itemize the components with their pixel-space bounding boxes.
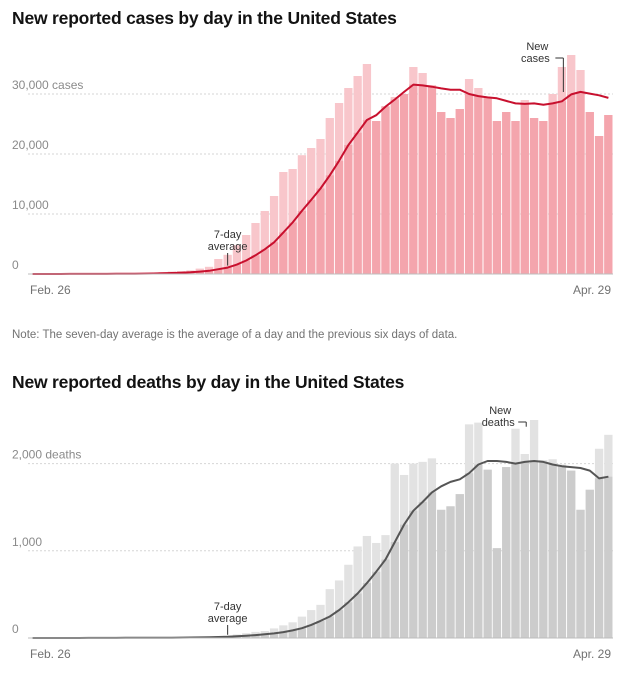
- deaths-bar: [409, 463, 418, 638]
- deaths-bar: [455, 494, 464, 638]
- cases-bar: [418, 73, 427, 274]
- deaths-new-annotation: deaths: [482, 417, 516, 429]
- deaths-bar: [437, 509, 446, 638]
- cases-bar: [529, 118, 539, 274]
- cases-chart: 0 10,000 20,000 30,000 cases Feb. 26 Apr. 29 7…: [12, 41, 613, 297]
- deaths-bar: [474, 422, 483, 638]
- deaths-bar: [362, 535, 372, 638]
- cases-bar: [372, 121, 381, 274]
- cases-bar: [260, 211, 269, 274]
- deaths-bar: [464, 424, 474, 638]
- cases-y-tick-label: 10,000: [12, 198, 49, 212]
- deaths-chart: 0 1,000 2,000 deaths Feb. 26 Apr. 29 7-dayave…: [12, 405, 613, 661]
- chart-note: Note: The seven-day average is the avera…: [12, 329, 458, 341]
- deaths-bar: [325, 589, 334, 638]
- deaths-bar: [529, 420, 539, 638]
- deaths-bar: [427, 458, 437, 638]
- cases-bar: [409, 67, 418, 274]
- cases-bar: [232, 245, 242, 274]
- deaths-bar: [418, 461, 427, 638]
- deaths-bar: [539, 460, 548, 638]
- deaths-bar: [594, 448, 604, 638]
- cases-bar: [520, 100, 529, 274]
- deaths-bar: [585, 489, 594, 638]
- cases-bar: [446, 118, 455, 274]
- cases-bar: [437, 112, 446, 274]
- cases-y-tick-label: 0: [12, 258, 19, 272]
- cases-bar: [390, 97, 399, 274]
- deaths-bar: [446, 506, 455, 638]
- cases-bar: [316, 139, 325, 274]
- cases-bar: [557, 67, 567, 274]
- cases-bar: [353, 76, 362, 274]
- deaths-y-tick-label: 2,000 deaths: [12, 448, 81, 462]
- cases-bar: [464, 79, 474, 274]
- cases-bar: [483, 97, 492, 275]
- deaths-x-start-label: Feb. 26: [30, 647, 71, 661]
- cases-bar: [548, 94, 557, 275]
- cases-bar: [269, 196, 279, 274]
- cases-bar: [539, 121, 548, 274]
- cases-bar: [427, 85, 437, 274]
- deaths-bar: [576, 509, 585, 638]
- cases-bar: [576, 70, 585, 274]
- cases-y-tick-label: 20,000: [12, 138, 49, 152]
- deaths-y-tick-label: 0: [12, 622, 19, 636]
- cases-bar: [474, 88, 483, 274]
- cases-bar: [279, 172, 288, 274]
- cases-bar: [399, 94, 409, 274]
- cases-bar: [344, 88, 353, 274]
- cases-bar: [325, 118, 334, 274]
- cases-bar: [242, 235, 251, 274]
- deaths-x-end-label: Apr. 29: [573, 647, 611, 661]
- cases-bar: [511, 121, 520, 274]
- cases-bar: [604, 115, 613, 274]
- deaths-y-tick-label: 1,000: [12, 535, 42, 549]
- cases-bar: [381, 106, 390, 274]
- cases-bar: [297, 155, 307, 274]
- cases-new-annotation: cases: [521, 53, 550, 65]
- cases-x-start-label: Feb. 26: [30, 283, 71, 297]
- deaths-average-annotation: 7-day: [214, 601, 242, 613]
- deaths-bar: [557, 464, 567, 638]
- cases-bar: [214, 259, 223, 274]
- deaths-bar: [372, 542, 381, 638]
- deaths-bar: [604, 434, 613, 638]
- deaths-bar: [483, 469, 492, 638]
- deaths-bar: [390, 463, 399, 638]
- cases-bar: [334, 103, 344, 274]
- cases-average-annotation: average: [208, 241, 248, 253]
- cases-bar: [567, 55, 576, 275]
- cases-chart-title: New reported cases by day in the United …: [12, 8, 397, 28]
- cases-bar: [585, 112, 594, 274]
- deaths-chart-title: New reported deaths by day in the United…: [12, 372, 405, 392]
- deaths-new-annotation: New: [489, 405, 511, 417]
- cases-bar: [502, 112, 511, 274]
- cases-bar: [492, 121, 502, 274]
- deaths-bar: [381, 535, 390, 638]
- cases-bar: [362, 64, 372, 274]
- cases-new-annotation: New: [526, 41, 548, 53]
- deaths-bar: [492, 548, 502, 638]
- deaths-average-annotation: average: [208, 613, 248, 625]
- cases-average-annotation: 7-day: [214, 229, 242, 241]
- cases-y-tick-label: 30,000 cases: [12, 78, 83, 92]
- cases-bar: [251, 223, 260, 274]
- deaths-bar: [520, 454, 529, 638]
- deaths-bar: [502, 467, 511, 638]
- cases-bar: [594, 136, 604, 274]
- deaths-bar: [399, 474, 409, 638]
- deaths-bar: [567, 470, 576, 638]
- cases-bar: [307, 148, 316, 274]
- deaths-bar: [548, 459, 557, 638]
- cases-bar: [455, 109, 464, 274]
- deaths-bar: [511, 428, 520, 638]
- cases-x-end-label: Apr. 29: [573, 283, 611, 297]
